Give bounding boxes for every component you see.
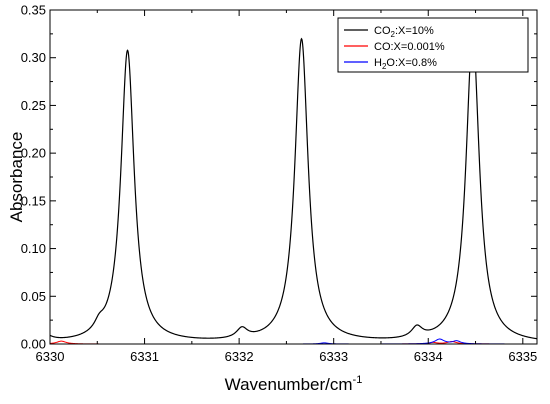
y-tick-label: 0.05 [21,289,46,304]
y-tick-label: 0.15 [21,193,46,208]
series-line-0 [50,32,537,340]
legend-label-subscript: 2 [382,62,387,71]
y-tick-label: 0.20 [21,146,46,161]
legend: CO2:X=10%CO:X=0.001%H2O:X=0.8% [337,17,529,73]
y-tick-label: 0.35 [21,3,46,18]
x-tick-label: 6332 [225,349,254,364]
x-axis-title: Wavenumber/cm-1 [225,374,363,394]
legend-label-suffix: :X=10% [395,25,434,37]
y-tick-label: 0.25 [21,98,46,113]
y-tick-label: 0.00 [21,337,46,352]
legend-label-1: CO:X=0.001% [374,41,445,53]
x-axis-title-superscript: -1 [353,374,363,386]
ticks-layer: 6330 6331 6332 6333 6334 6335 0.00 0.05 0.10 0.15… [21,3,538,365]
legend-label-prefix: CO [374,25,391,37]
x-tick-label: 6334 [414,349,443,364]
legend-label-prefix: CO [374,41,391,53]
x-tick-label: 6335 [508,349,537,364]
legend-label-0: CO2:X=10% [374,25,434,39]
legend-label-prefix: H [374,57,382,69]
y-tick-label: 0.30 [21,50,46,65]
legend-label-2: H2O:X=0.8% [374,57,437,71]
x-tick-label: 6330 [36,349,65,364]
x-tick-label: 6333 [319,349,348,364]
legend-label-suffix: O:X=0.8% [386,57,437,69]
x-tick-label: 6331 [130,349,159,364]
legend-label-subscript: 2 [391,30,396,39]
x-axis-title-main: Wavenumber/cm [225,375,353,394]
y-axis-title: Absorbance [7,132,26,223]
legend-box [337,17,529,73]
y-tick-label: 0.10 [21,241,46,256]
legend-label-suffix: :X=0.001% [391,41,445,53]
